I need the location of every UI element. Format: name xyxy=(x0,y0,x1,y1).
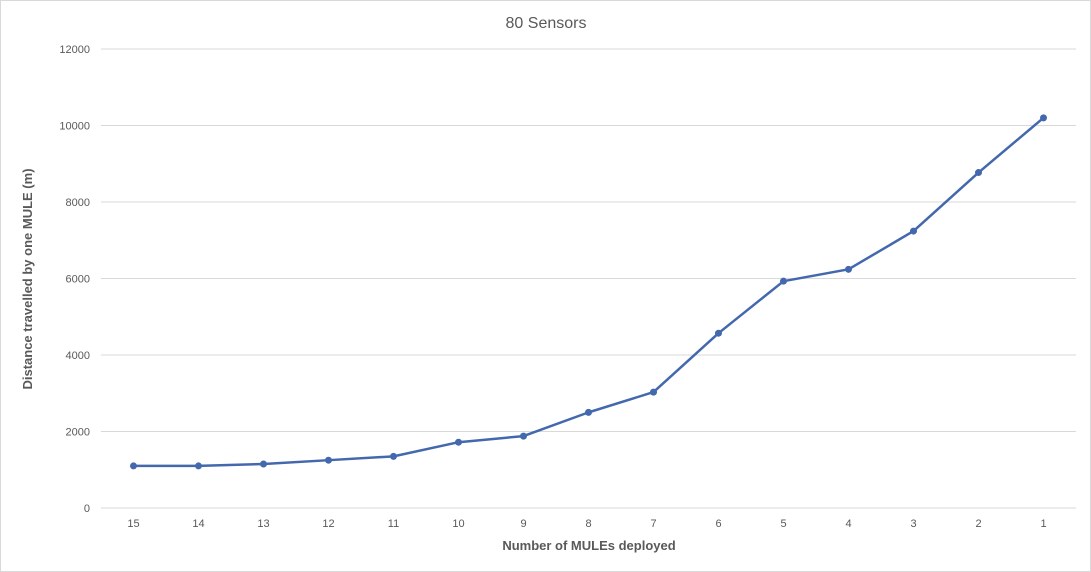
x-tick-label: 13 xyxy=(257,518,269,530)
data-point xyxy=(1040,114,1047,122)
chart-title: 80 Sensors xyxy=(506,15,587,32)
data-point xyxy=(520,432,527,440)
x-tick-label: 5 xyxy=(780,518,786,530)
data-point xyxy=(455,438,462,446)
x-tick-labels: 15 14 13 12 11 10 9 8 7 6 5 4 3 2 1 xyxy=(127,518,1046,530)
data-point xyxy=(650,388,657,396)
data-point xyxy=(845,265,852,273)
data-point xyxy=(325,456,332,464)
x-axis-label: Number of MULEs deployed xyxy=(502,538,675,553)
data-point xyxy=(130,462,137,470)
x-tick-label: 12 xyxy=(322,518,334,530)
y-tick-label: 12000 xyxy=(59,44,90,56)
y-tick-label: 2000 xyxy=(66,427,90,439)
data-point xyxy=(780,277,787,285)
y-tick-label: 10000 xyxy=(59,121,90,133)
x-tick-label: 10 xyxy=(452,518,464,530)
x-tick-label: 1 xyxy=(1040,518,1046,530)
x-tick-label: 14 xyxy=(192,518,204,530)
y-tick-label: 8000 xyxy=(66,197,90,209)
data-point xyxy=(975,169,982,177)
y-tick-label: 6000 xyxy=(66,274,90,286)
y-tick-label: 0 xyxy=(84,503,90,515)
data-point xyxy=(585,408,592,416)
y-tick-label: 4000 xyxy=(66,350,90,362)
x-tick-label: 4 xyxy=(845,518,851,530)
x-tick-label: 11 xyxy=(388,518,399,530)
data-point xyxy=(195,462,202,470)
x-tick-label: 6 xyxy=(715,518,721,530)
x-tick-label: 8 xyxy=(585,518,591,530)
y-tick-labels: 0 2000 4000 6000 8000 10000 12000 xyxy=(59,44,90,515)
data-point xyxy=(260,460,267,468)
x-tick-label: 2 xyxy=(975,518,981,530)
y-axis-label: Distance travelled by one MULE (m) xyxy=(20,168,35,389)
x-tick-label: 9 xyxy=(520,518,526,530)
data-point xyxy=(715,329,722,337)
x-tick-label: 7 xyxy=(650,518,656,530)
data-point xyxy=(390,452,397,460)
data-point xyxy=(910,227,917,235)
data-points xyxy=(130,114,1047,470)
x-tick-label: 3 xyxy=(910,518,916,530)
x-tick-label: 15 xyxy=(127,518,139,530)
gridlines xyxy=(101,48,1076,509)
